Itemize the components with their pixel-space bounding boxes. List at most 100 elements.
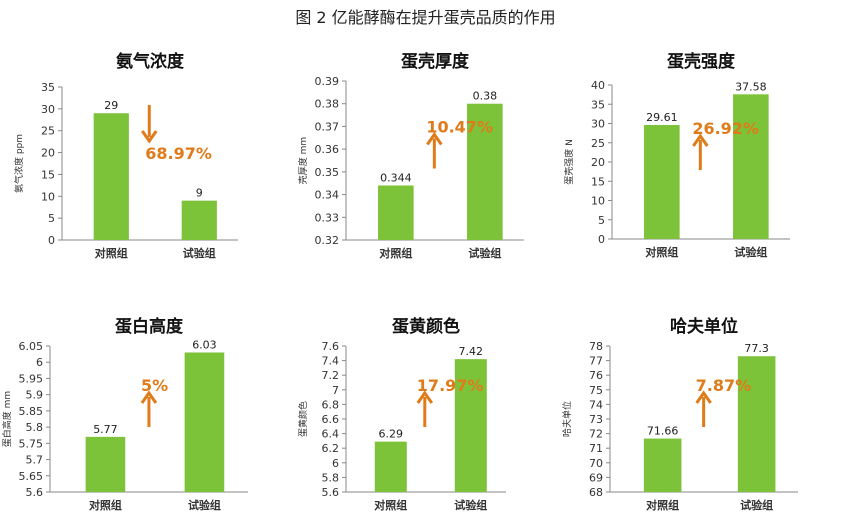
data-label: 5.77	[93, 423, 118, 436]
y-tick-label: 76	[589, 369, 603, 382]
y-tick-label: 6.2	[322, 442, 340, 455]
y-tick-label: 40	[591, 79, 605, 92]
y-tick-label: 25	[591, 137, 605, 150]
y-tick-label: 74	[589, 398, 603, 411]
y-tick-label: 72	[589, 428, 603, 441]
y-tick-label: 77	[589, 355, 603, 368]
data-label: 29.61	[646, 111, 678, 124]
data-label: 0.38	[473, 90, 498, 103]
y-tick-label: 15	[41, 168, 55, 181]
y-tick-label: 20	[591, 156, 605, 169]
arrow-head-icon	[692, 133, 709, 147]
y-axis-label: 蛋黄颜色	[297, 401, 309, 437]
bar-test	[467, 103, 503, 240]
y-tick-label: 35	[41, 81, 55, 94]
y-tick-label: 71	[589, 442, 603, 455]
category-label: 对照组	[379, 246, 412, 260]
y-tick-label: 7.2	[322, 369, 340, 382]
category-label: 试验组	[734, 245, 767, 259]
y-tick-label: 0	[48, 234, 55, 247]
category-label: 试验组	[740, 498, 773, 512]
bar-control	[85, 436, 126, 492]
y-tick-label: 0.37	[315, 120, 340, 133]
category-label: 对照组	[374, 498, 407, 512]
y-tick-label: 5.8	[26, 421, 44, 434]
bar-control	[374, 441, 407, 492]
data-label: 29	[104, 99, 118, 112]
bar-test	[454, 359, 487, 492]
y-tick-label: 5.9	[26, 389, 44, 402]
data-label: 9	[196, 187, 203, 200]
y-tick-label: 5	[598, 214, 605, 227]
y-tick-label: 15	[591, 175, 605, 188]
bar-test	[184, 352, 225, 492]
y-tick-label: 20	[41, 147, 55, 160]
arrow-head-icon	[141, 130, 158, 144]
data-label: 0.344	[380, 171, 412, 184]
bar-control	[93, 113, 129, 240]
percent-change-label: 17.97%	[417, 376, 484, 395]
y-tick-label: 7.6	[322, 340, 340, 353]
y-tick-label: 70	[589, 457, 603, 470]
y-tick-label: 78	[589, 340, 603, 353]
category-label: 试验组	[183, 246, 216, 260]
y-tick-label: 5.6	[322, 486, 340, 499]
data-label: 6.29	[379, 428, 404, 441]
data-label: 7.42	[459, 345, 484, 358]
percent-change-label: 7.87%	[696, 376, 752, 395]
y-axis-label: 壳厚度 mm	[297, 137, 309, 184]
chart-title: 蛋壳强度	[667, 51, 736, 72]
chart-yolk-color: 蛋黄颜色蛋黄颜色5.65.866.26.46.66.877.27.47.66.2…	[297, 316, 506, 512]
category-label: 试验组	[188, 498, 221, 512]
y-tick-label: 5.7	[26, 454, 44, 467]
y-tick-label: 10	[41, 190, 55, 203]
y-tick-label: 69	[589, 471, 603, 484]
category-label: 试验组	[454, 498, 487, 512]
y-tick-label: 6.6	[322, 413, 340, 426]
y-tick-label: 30	[41, 103, 55, 116]
arrow-head-icon	[426, 131, 443, 146]
percent-change-label: 10.47%	[426, 118, 493, 137]
chart-haugh-unit: 哈夫单位哈夫单位686970717273747576777871.66对照组77…	[561, 316, 798, 512]
category-label: 对照组	[89, 498, 122, 512]
y-tick-label: 30	[591, 118, 605, 131]
category-label: 对照组	[646, 498, 679, 512]
arrow-head-icon	[416, 390, 434, 404]
y-tick-label: 0.33	[315, 211, 340, 224]
percent-change-label: 68.97%	[145, 144, 212, 163]
chart-title: 蛋白高度	[115, 316, 184, 337]
y-tick-label: 6	[36, 356, 43, 369]
y-tick-label: 10	[591, 195, 605, 208]
category-label: 对照组	[95, 246, 128, 260]
chart-title: 哈夫单位	[670, 316, 738, 337]
data-label: 37.58	[735, 80, 767, 93]
y-tick-label: 5.8	[322, 471, 340, 484]
y-axis-label: 蛋白高度 mm	[1, 391, 13, 447]
bar-test	[181, 200, 217, 240]
y-tick-label: 5	[48, 212, 55, 225]
y-tick-label: 5.6	[26, 486, 44, 499]
category-label: 试验组	[468, 246, 501, 260]
y-tick-label: 5.85	[19, 405, 44, 418]
chart-title: 氨气浓度	[116, 51, 185, 72]
bar-control	[378, 185, 414, 240]
y-axis-label: 哈夫单位	[561, 401, 573, 437]
y-axis-label: 氨气浓度 ppm	[13, 134, 25, 193]
category-label: 对照组	[645, 245, 678, 259]
chart-title: 蛋黄颜色	[392, 316, 460, 337]
y-tick-label: 73	[589, 413, 603, 426]
y-axis-label: 蛋壳强度 N	[563, 139, 575, 185]
y-tick-label: 7	[332, 384, 339, 397]
bar-test	[737, 356, 776, 492]
data-label: 6.03	[192, 338, 217, 351]
y-tick-label: 0.38	[315, 98, 340, 111]
data-label: 77.3	[744, 342, 769, 355]
data-label: 71.66	[647, 425, 679, 438]
figure-title: 图 2 亿能酵酶在提升蛋壳品质的作用	[295, 8, 556, 27]
y-tick-label: 6.8	[322, 398, 340, 411]
y-tick-label: 6.4	[322, 428, 340, 441]
chart-title: 蛋壳厚度	[401, 51, 470, 72]
